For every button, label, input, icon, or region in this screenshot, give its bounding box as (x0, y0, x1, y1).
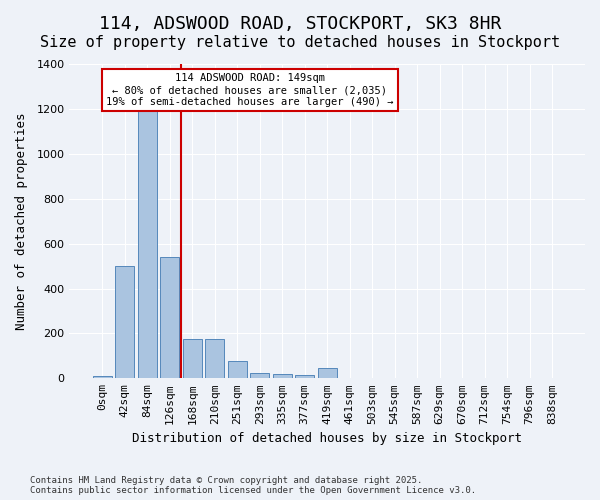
Bar (272, 374, 292, 378)
Bar (317, 368, 337, 378)
Text: Size of property relative to detached houses in Stockport: Size of property relative to detached ho… (40, 35, 560, 50)
Text: Contains HM Land Registry data © Crown copyright and database right 2025.
Contai: Contains HM Land Registry data © Crown c… (30, 476, 476, 495)
Bar (138, 93, 157, 378)
Bar (250, 372, 269, 378)
Text: 114, ADSWOOD ROAD, STOCKPORT, SK3 8HR: 114, ADSWOOD ROAD, STOCKPORT, SK3 8HR (99, 15, 501, 33)
Bar (182, 339, 202, 378)
Bar (205, 339, 224, 378)
Bar (295, 375, 314, 378)
Bar (160, 257, 179, 378)
Bar (93, 376, 112, 378)
Bar (115, 266, 134, 378)
Text: 114 ADSWOOD ROAD: 149sqm
← 80% of detached houses are smaller (2,035)
19% of sem: 114 ADSWOOD ROAD: 149sqm ← 80% of detach… (106, 74, 394, 106)
Bar (227, 362, 247, 378)
Y-axis label: Number of detached properties: Number of detached properties (15, 112, 28, 330)
X-axis label: Distribution of detached houses by size in Stockport: Distribution of detached houses by size … (132, 432, 522, 445)
